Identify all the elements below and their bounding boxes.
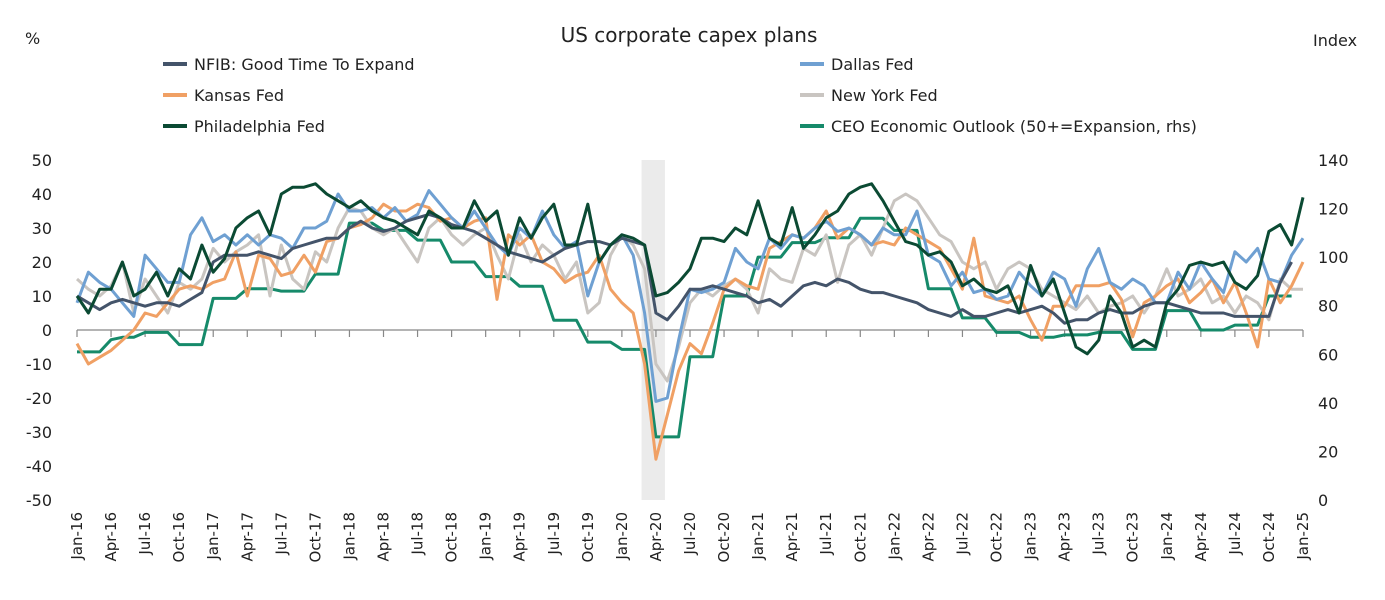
series-lines: [75, 182, 1305, 461]
x-tick-label: Jul-16: [136, 512, 154, 556]
legend: NFIB: Good Time To Expand Dallas Fed Kansa…: [163, 55, 1197, 136]
left-axis-label: %: [25, 29, 40, 48]
right-tick-label: 80: [1318, 297, 1338, 316]
x-tick-label: Apr-19: [511, 512, 529, 562]
x-tick-label: Apr-23: [1056, 512, 1074, 562]
x-tick-label: Apr-16: [102, 512, 120, 562]
x-tick-label: Jan-17: [204, 512, 222, 561]
series-line-kansas-fed: [75, 202, 1305, 461]
x-tick-label: Jul-21: [817, 512, 835, 556]
x-tick-label: Jul-23: [1090, 512, 1108, 556]
x-tick-label: Oct-17: [306, 512, 324, 562]
x-tick-label: Oct-19: [579, 512, 597, 562]
left-tick-label: -30: [26, 423, 52, 442]
left-tick-label: 40: [32, 185, 52, 204]
legend-label: CEO Economic Outlook (50+=Expansion, rhs…: [831, 117, 1197, 136]
right-tick-label: 100: [1318, 248, 1349, 267]
x-tick-label: Jul-17: [272, 512, 290, 556]
left-tick-label: 0: [42, 321, 52, 340]
x-tick-label: Apr-17: [238, 512, 256, 562]
left-tick-label: 20: [32, 253, 52, 272]
left-tick-label: -40: [26, 457, 52, 476]
left-tick-label: 50: [32, 151, 52, 170]
x-tick-label: Jan-24: [1158, 512, 1176, 561]
x-tick-label: Jan-22: [885, 512, 903, 561]
x-tick-label: Oct-24: [1260, 512, 1278, 562]
legend-item: Philadelphia Fed: [163, 117, 325, 136]
legend-item: New York Fed: [800, 86, 938, 105]
x-tick-label: Oct-18: [443, 512, 461, 562]
left-tick-label: 30: [32, 219, 52, 238]
series-line-nfib-good-time-to-expand: [76, 212, 1293, 325]
x-tick-label: Jan-23: [1022, 512, 1040, 561]
legend-label: New York Fed: [831, 86, 938, 105]
legend-label: Philadelphia Fed: [194, 117, 325, 136]
x-tick-label: Oct-22: [988, 512, 1006, 562]
x-tick-label: Jan-19: [477, 512, 495, 561]
series-line-philadelphia-fed: [75, 182, 1305, 356]
axes: 50403020100-10-20-30-40-5014012010080604…: [26, 151, 1349, 562]
right-axis-label: Index: [1313, 31, 1357, 50]
x-tick-label: Jul-18: [409, 512, 427, 556]
legend-item: NFIB: Good Time To Expand: [163, 55, 415, 74]
right-tick-label: 40: [1318, 394, 1338, 413]
x-tick-label: Jul-22: [953, 512, 971, 556]
chart-title: US corporate capex plans: [561, 23, 818, 47]
series-line-ceo-economic-outlook-50-expansion-rhs: [77, 216, 1292, 439]
x-tick-label: Jan-18: [340, 512, 358, 561]
x-tick-label: Jan-21: [749, 512, 767, 561]
x-tick-label: Apr-20: [647, 512, 665, 562]
x-tick-label: Jan-16: [68, 512, 86, 561]
right-tick-label: 140: [1318, 151, 1349, 170]
legend-item: Kansas Fed: [163, 86, 284, 105]
legend-item: Dallas Fed: [800, 55, 914, 74]
x-tick-label: Oct-23: [1124, 512, 1142, 562]
left-tick-label: 10: [32, 287, 52, 306]
legend-item: CEO Economic Outlook (50+=Expansion, rhs…: [800, 117, 1197, 136]
left-tick-label: -10: [26, 355, 52, 374]
x-tick-label: Jul-20: [681, 512, 699, 556]
x-tick-label: Apr-21: [783, 512, 801, 562]
right-tick-label: 60: [1318, 345, 1338, 364]
right-tick-label: 120: [1318, 200, 1349, 219]
x-tick-label: Jul-24: [1226, 512, 1244, 556]
x-tick-label: Jan-20: [613, 512, 631, 561]
x-tick-label: Oct-21: [851, 512, 869, 562]
x-tick-label: Oct-16: [170, 512, 188, 562]
x-tick-label: Apr-18: [375, 512, 393, 562]
x-tick-label: Jul-19: [545, 512, 563, 556]
left-tick-label: -20: [26, 389, 52, 408]
right-tick-label: 20: [1318, 442, 1338, 461]
x-tick-label: Oct-20: [715, 512, 733, 562]
right-tick-label: 0: [1318, 491, 1328, 510]
legend-label: Dallas Fed: [831, 55, 914, 74]
x-tick-label: Jan-25: [1294, 512, 1312, 561]
legend-label: NFIB: Good Time To Expand: [194, 55, 415, 74]
legend-label: Kansas Fed: [194, 86, 284, 105]
x-tick-label: Apr-24: [1192, 512, 1210, 562]
x-tick-label: Apr-22: [919, 512, 937, 562]
left-tick-label: -50: [26, 491, 52, 510]
